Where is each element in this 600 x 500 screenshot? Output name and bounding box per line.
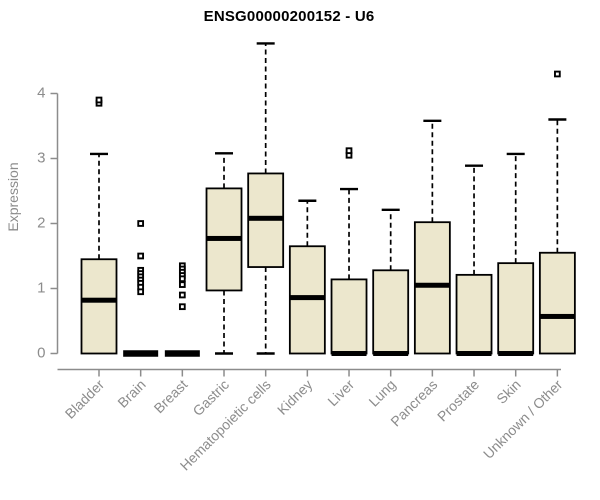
outlier-point — [137, 288, 145, 296]
median-line — [248, 215, 284, 221]
x-category-label-breast: Breast — [151, 376, 191, 416]
outlier-point — [95, 96, 103, 104]
boxplot-box-breast — [164, 262, 200, 357]
boxplot-box-pancreas — [413, 119, 451, 355]
x-category-label-bladder: Bladder — [62, 376, 108, 422]
iqr-box — [497, 262, 535, 355]
outlier-point — [178, 281, 186, 288]
outlier-point — [137, 220, 145, 227]
outlier-point — [178, 275, 186, 283]
x-category-label-lung: Lung — [365, 376, 398, 409]
boxplot-box-bladder — [80, 96, 118, 355]
outlier-point — [345, 147, 353, 155]
median-line — [81, 297, 117, 303]
y-tick-label: 1 — [37, 279, 45, 296]
boxplot-box-prostate — [455, 164, 493, 356]
boxplot-box-kidney — [288, 199, 326, 355]
median-line — [456, 351, 492, 356]
iqr-box — [455, 273, 493, 355]
y-tick-label: 4 — [37, 84, 45, 101]
median-line — [123, 350, 159, 357]
boxplot-box-skin — [497, 152, 535, 356]
outlier-point — [178, 291, 186, 299]
chart-title: ENSG00000200152 - U6 — [203, 8, 375, 25]
iqr-box — [330, 278, 368, 355]
x-category-label-unknown-other: Unknown / Other — [480, 376, 566, 462]
boxplot-box-liver — [330, 147, 368, 356]
x-category-label-liver: Liver — [324, 376, 357, 409]
iqr-box — [80, 258, 118, 355]
y-tick-label: 2 — [37, 214, 45, 231]
outlier-point — [137, 252, 145, 260]
x-category-label-brain: Brain — [114, 376, 148, 410]
median-line — [206, 235, 242, 241]
y-tick-label: 3 — [37, 149, 45, 166]
boxplot-box-unknown-other — [538, 70, 576, 355]
median-line — [331, 351, 367, 356]
outlier-point — [178, 303, 186, 311]
boxplot-box-hematopoietic-cells — [247, 42, 285, 355]
boxplot-box-brain — [123, 220, 159, 357]
median-line — [164, 350, 200, 357]
x-category-label-kidney: Kidney — [274, 376, 316, 418]
median-line — [539, 313, 575, 319]
boxplot-box-lung — [372, 208, 410, 356]
boxplot-box-gastric — [205, 152, 243, 355]
median-line — [373, 351, 409, 356]
x-category-label-prostate: Prostate — [434, 376, 482, 424]
iqr-box — [413, 221, 451, 355]
median-line — [414, 282, 450, 288]
iqr-box — [538, 251, 576, 355]
iqr-box — [372, 269, 410, 355]
median-line — [289, 295, 325, 301]
outlier-point — [554, 70, 561, 78]
y-axis: 0 1 2 3 4 — [37, 84, 59, 361]
y-tick-label: 0 — [37, 344, 45, 361]
x-category-label-skin: Skin — [493, 376, 524, 407]
median-line — [498, 351, 534, 356]
